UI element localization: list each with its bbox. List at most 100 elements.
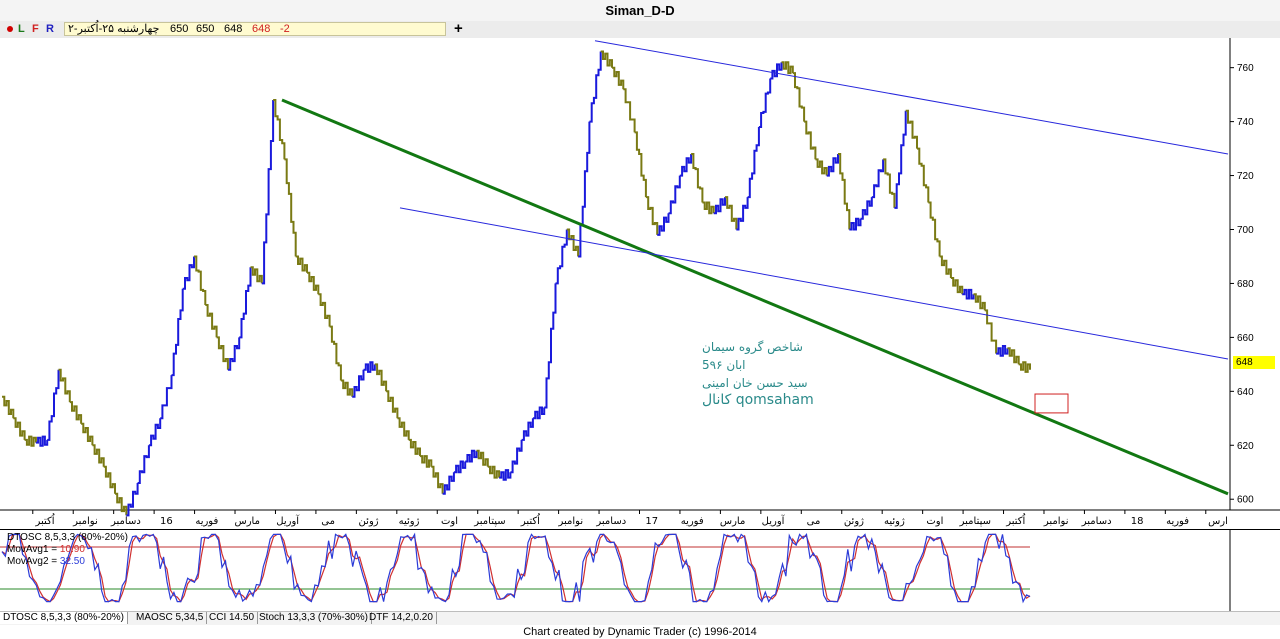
price-bar-segment (623, 88, 636, 133)
price-bar-segment (442, 472, 455, 495)
time-tick-label: 16 (160, 516, 173, 527)
add-chart-button[interactable]: + (454, 20, 463, 37)
price-bar-segment (781, 61, 794, 75)
price-bar-segment (148, 418, 162, 447)
time-tick-label: اُکتبر (1005, 513, 1025, 527)
quote-high: 650 (196, 23, 215, 35)
time-tick-label: دسامبر (110, 516, 141, 527)
price-bar-segment (35, 435, 49, 447)
upper-channel-line (594, 40, 1229, 155)
price-bar-segment (476, 449, 489, 467)
price-bar-segment (1007, 347, 1020, 365)
oscillator-panel[interactable] (0, 529, 1280, 611)
time-tick-label: نوامبر (1043, 516, 1069, 527)
time-tick-label: فوریه (1166, 516, 1189, 527)
tab-dtf[interactable]: DTF 14,2,0.20 (366, 612, 437, 624)
price-bar-segment (860, 197, 873, 220)
time-tick-label: ژوئن (359, 516, 379, 527)
tab-cci[interactable]: CCI 14.50 (206, 612, 259, 624)
toolbar-button-f[interactable]: F (32, 23, 39, 35)
price-bar-segment (69, 401, 83, 424)
price-bar-segment (589, 51, 602, 123)
price-tick-label: 720 (1237, 171, 1254, 182)
price-bar-segment (939, 255, 952, 278)
price-bar-segment (295, 255, 308, 273)
price-bar-segment (205, 304, 218, 338)
window-title: Siman_D-D (0, 0, 1280, 22)
time-tick-label: سپتامبر (959, 516, 991, 527)
price-bar-segment (374, 363, 388, 392)
quote-readout: چهارشنبه ۲۵-اُکتبر-۲ 650 650 648 648 -2 (64, 22, 446, 36)
time-tick-label: اُکتبر (34, 513, 54, 527)
price-tick-label: 660 (1237, 333, 1254, 344)
price-bar-segment (126, 483, 139, 517)
price-bar-segment (713, 197, 726, 215)
oscillator-background (0, 529, 1280, 611)
price-bar-segment (905, 109, 918, 149)
record-indicator-icon[interactable] (7, 26, 13, 32)
price-tick-label: 680 (1237, 279, 1254, 290)
price-bar-segment (871, 159, 885, 199)
price-bar-segment (2, 395, 15, 419)
time-tick-label: ژوئیه (884, 516, 905, 527)
price-bar-segment (849, 217, 862, 231)
price-bar-segment (928, 201, 941, 257)
time-tick-label: می (807, 516, 821, 527)
price-bar-segment (250, 266, 263, 284)
price-tick-label: 600 (1237, 495, 1254, 506)
tab-stoch[interactable]: Stoch 13,3,3 (70%-30%) (256, 612, 372, 624)
price-bar-segment (431, 465, 444, 494)
price-bar-segment (758, 78, 772, 128)
price-bar-segment (408, 438, 421, 457)
ma1-value: 10.90 (59, 544, 85, 555)
price-bar-segment (645, 196, 659, 235)
price-bar-segment (465, 449, 478, 463)
price-bar-segment (725, 196, 738, 230)
price-bar-segment (47, 369, 60, 441)
time-tick-label: ژوئن (844, 516, 864, 527)
price-bar-segment (804, 120, 817, 160)
price-bar-segment (566, 228, 580, 257)
price-chart[interactable]: 760 740 720 700 680 660 640 620 600 اُکتبر نوامبر د… (0, 38, 1280, 529)
tab-maosc[interactable]: MAOSC 5,34,5 (133, 612, 208, 624)
price-bar-segment (578, 121, 591, 258)
annotation-line-3: سید حسن خان امینی (702, 376, 808, 390)
price-bar-segment (273, 99, 286, 160)
price-bar-segment (612, 66, 625, 90)
price-bar-segment (838, 153, 851, 230)
price-bar-segment (363, 361, 376, 373)
ma2-value: 32.50 (59, 556, 85, 567)
price-bar-segment (115, 492, 128, 516)
toolbar: L F R چهارشنبه ۲۵-اُکتبر-۲ 650 650 648 6… (0, 21, 1280, 39)
toolbar-button-l[interactable]: L (18, 23, 25, 35)
price-bar-segment (160, 375, 173, 420)
price-bar-segment (668, 175, 681, 215)
price-bar-segment (950, 277, 964, 295)
price-bar-segment (1018, 361, 1031, 373)
price-bar-segment (894, 110, 907, 209)
tab-dtosc[interactable]: DTOSC 8,5,3,3 (80%-20%) (0, 612, 128, 624)
time-tick-label: اوت (441, 516, 458, 527)
price-tick-label: 620 (1237, 441, 1254, 452)
time-tick-label: مارس (235, 516, 260, 527)
price-bar-segment (340, 379, 354, 397)
lower-channel-line (399, 207, 1229, 360)
chart-background (0, 38, 1280, 529)
price-bar-segment (352, 369, 365, 398)
price-bar-segment (691, 153, 704, 203)
price-bar-segment (261, 100, 275, 285)
price-bar-segment (307, 271, 320, 295)
price-tick-label: 700 (1237, 225, 1254, 236)
price-bar-segment (747, 127, 760, 199)
time-tick-label: مارس (720, 516, 745, 527)
price-bar-segment (216, 336, 229, 370)
annotation-line-4: کانال qomsaham (702, 392, 814, 408)
price-bar-segment (386, 390, 399, 419)
time-tick-label: ارس (1208, 516, 1228, 527)
quote-close: 648 (252, 23, 271, 35)
toolbar-button-r[interactable]: R (46, 23, 54, 35)
green-trendline (281, 98, 1229, 496)
price-tick-label: 640 (1237, 387, 1254, 398)
price-bar-segment (194, 255, 207, 305)
price-bar-segment (996, 345, 1009, 357)
